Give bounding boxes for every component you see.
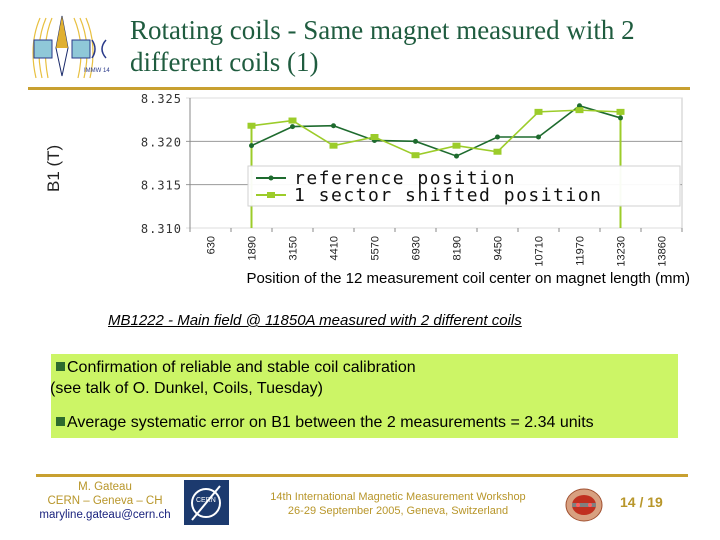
svg-text:10710: 10710 [534, 236, 546, 267]
svg-text:3150: 3150 [288, 236, 300, 260]
b1-line-chart: 8.325 8.320 8.315 8.310 630 1890 3150 4410 5570 6… [141, 92, 683, 267]
svg-text:8.310: 8.310 [141, 222, 182, 236]
svg-text:13860: 13860 [657, 236, 669, 267]
svg-text:8.320: 8.320 [141, 135, 182, 149]
svg-text:IMMW 14: IMMW 14 [84, 68, 110, 74]
chart-caption: MB1222 - Main field @ 11850A measured wi… [108, 312, 522, 329]
svg-text:8190: 8190 [452, 236, 464, 260]
workshop-emblem-icon [565, 488, 603, 522]
svg-text:1 sector shifted position: 1 sector shifted position [294, 185, 602, 206]
bullet-2: Average systematic error on B1 between t… [56, 414, 594, 432]
svg-text:13230: 13230 [616, 236, 628, 267]
bullet-1-continued: (see talk of O. Dunkel, Coils, Tuesday) [50, 380, 323, 397]
slide-title: Rotating coils - Same magnet measured wi… [130, 15, 635, 77]
svg-text:630: 630 [206, 236, 218, 254]
page-number: 14 / 19 [620, 494, 663, 510]
svg-text:8.315: 8.315 [141, 179, 182, 193]
cern-logo-icon: CERN [184, 480, 229, 525]
author-name: M. Gateau [78, 481, 132, 493]
author-block: M. Gateau CERN – Geneva – CH maryline.ga… [30, 480, 180, 522]
svg-text:11970: 11970 [575, 236, 587, 266]
svg-text:CERN: CERN [196, 497, 216, 504]
author-org: CERN – Geneva – CH [47, 495, 163, 507]
svg-text:5570: 5570 [370, 236, 382, 260]
x-axis-title: Position of the 12 measurement coil cent… [246, 270, 690, 287]
svg-text:6930: 6930 [411, 236, 423, 260]
bullet-square-icon [56, 417, 65, 426]
svg-text:8.325: 8.325 [141, 92, 182, 106]
author-email[interactable]: maryline.gateau@cern.ch [39, 509, 171, 521]
bullet-square-icon [56, 362, 65, 371]
summary-box [51, 354, 678, 438]
svg-text:reference position: reference position [294, 168, 516, 189]
footer-divider [36, 474, 688, 477]
workshop-info: 14th International Magnetic Measurement … [270, 491, 526, 517]
svg-text:1890: 1890 [247, 236, 259, 260]
title-divider [28, 87, 690, 90]
bullet-1: Confirmation of reliable and stable coil… [56, 359, 416, 377]
svg-text:9450: 9450 [493, 236, 505, 260]
immw-logo: IMMW 14 [32, 15, 110, 79]
svg-text:4410: 4410 [329, 236, 341, 260]
